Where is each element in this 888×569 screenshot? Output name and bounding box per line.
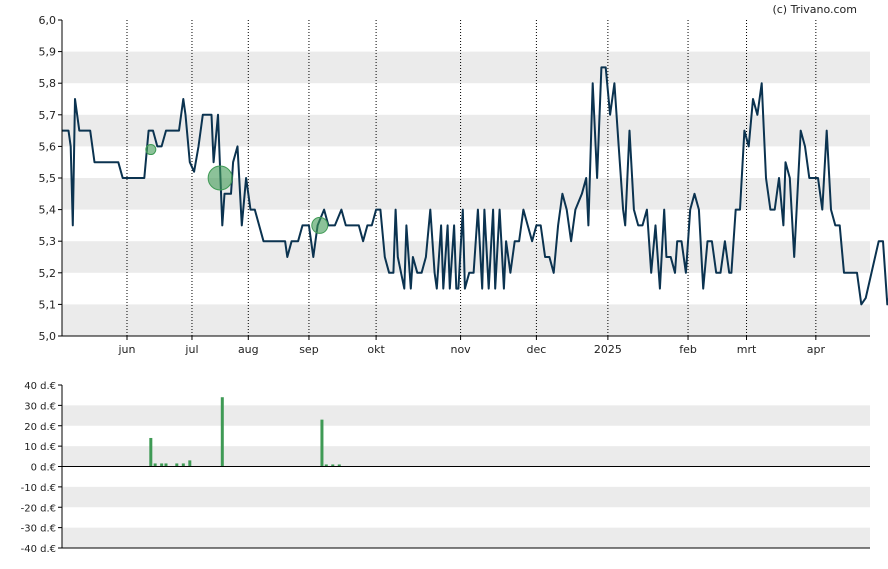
volume-bar — [188, 460, 192, 467]
volume-bar — [324, 464, 328, 467]
volume-y-tick-label: -30 d.€ — [21, 524, 56, 535]
price-y-tick-label: 5,5 — [39, 172, 57, 185]
volume-chart-bars — [149, 397, 341, 467]
price-chart-y-ticks: 6,0 5,9 5,8 5,7 5,6 5,5 5,4 5,3 5,2 5,1 5,0 — [39, 14, 62, 343]
price-x-tick-label: aug — [238, 343, 259, 356]
price-y-tick-label: 5,8 — [39, 77, 57, 90]
volume-bar — [164, 463, 168, 467]
volume-bar — [220, 397, 224, 467]
price-band — [62, 114, 870, 147]
volume-y-tick-label: 20 d.€ — [24, 422, 56, 433]
price-x-tick-label: nov — [450, 343, 471, 356]
price-band — [62, 304, 870, 336]
volume-bar — [331, 464, 335, 467]
volume-band — [62, 405, 870, 426]
price-y-tick-label: 5,0 — [39, 330, 57, 343]
price-band — [62, 241, 870, 273]
volume-y-tick-label: -40 d.€ — [21, 544, 56, 555]
volume-band — [62, 446, 870, 467]
price-y-tick-label: 6,0 — [39, 14, 57, 27]
price-x-tick-label: apr — [807, 343, 826, 356]
volume-chart-bands — [62, 405, 870, 548]
trade-bubble — [145, 144, 157, 156]
price-y-tick-label: 5,6 — [39, 140, 57, 153]
volume-bar — [153, 463, 157, 467]
volume-bar — [181, 463, 185, 467]
volume-bar — [175, 463, 179, 467]
trade-bubble — [311, 216, 329, 234]
price-chart-series — [62, 66, 888, 306]
volume-bar — [149, 437, 153, 467]
price-x-tick-label: jun — [117, 343, 135, 356]
price-y-tick-label: 5,9 — [39, 46, 57, 59]
price-y-tick-label: 5,3 — [39, 235, 57, 248]
price-x-tick-label: sep — [299, 343, 318, 356]
volume-y-tick-label: 40 d.€ — [24, 381, 56, 392]
price-band — [62, 51, 870, 84]
volume-chart-y-ticks: 40 d.€ 30 d.€ 20 d.€ 10 d.€ 0 d.€ -10 d.€ -20 … — [21, 381, 62, 555]
price-x-tick-label: feb — [679, 343, 697, 356]
volume-y-tick-label: 0 d.€ — [31, 463, 56, 474]
volume-bar — [160, 463, 164, 467]
trade-bubble — [207, 165, 233, 191]
volume-y-tick-label: 30 d.€ — [24, 401, 56, 412]
price-y-tick-label: 5,7 — [39, 109, 57, 122]
price-y-tick-label: 5,2 — [39, 267, 57, 280]
price-y-tick-label: 5,4 — [39, 204, 57, 217]
price-chart-x-ticks: jun jul aug sep okt nov dec 2025 feb mrt apr — [117, 336, 825, 356]
volume-band — [62, 527, 870, 548]
credit-label: (c) Trivano.com — [772, 3, 857, 16]
price-series-line — [62, 66, 888, 306]
price-x-tick-label: okt — [367, 343, 385, 356]
volume-bar — [337, 464, 341, 467]
volume-band — [62, 486, 870, 508]
price-chart-bands — [62, 51, 870, 336]
price-band — [62, 178, 870, 210]
price-chart-bubbles — [145, 144, 329, 234]
volume-y-tick-label: 10 d.€ — [24, 442, 56, 453]
price-x-tick-label: jul — [184, 343, 198, 356]
volume-y-tick-label: -20 d.€ — [21, 503, 56, 514]
price-x-tick-label: 2025 — [594, 343, 622, 356]
price-x-tick-label: mrt — [737, 343, 757, 356]
volume-bar — [320, 419, 324, 467]
price-y-tick-label: 5,1 — [39, 298, 57, 311]
volume-y-tick-label: -10 d.€ — [21, 483, 56, 494]
price-x-tick-label: dec — [526, 343, 546, 356]
